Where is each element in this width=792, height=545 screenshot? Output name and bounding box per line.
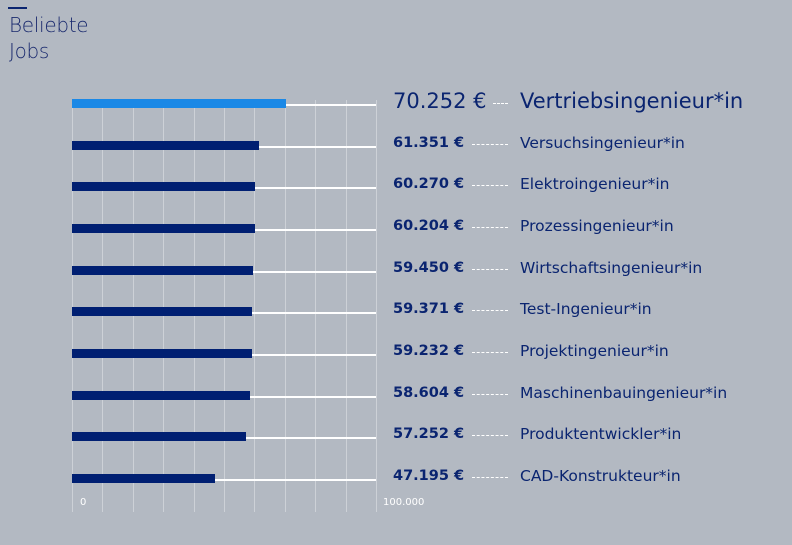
gridline xyxy=(345,100,347,512)
gridline xyxy=(254,100,256,512)
bar xyxy=(72,99,286,108)
tick-label-max: 100.000 xyxy=(383,497,425,508)
bar xyxy=(72,390,251,400)
category-label: Wirtschaftsingenieur*in xyxy=(520,258,703,277)
bar xyxy=(72,223,256,233)
gridline xyxy=(224,100,225,512)
gridline xyxy=(315,100,317,512)
category-label: Maschinenbauingenieur*in xyxy=(520,383,728,402)
value-label: 59.371 € xyxy=(393,301,465,318)
gridline xyxy=(284,100,286,512)
bar xyxy=(72,348,253,358)
gridline xyxy=(102,100,104,512)
title-line-2: Jobs xyxy=(9,39,50,63)
tick-label-min: 0 xyxy=(80,497,87,508)
category-label: CAD-Konstrukteur*in xyxy=(520,466,681,485)
gridline xyxy=(132,100,134,512)
value-label: 47.195 € xyxy=(393,467,465,484)
leader-dots xyxy=(472,268,508,270)
leader-dots xyxy=(472,143,508,145)
gridline xyxy=(163,100,165,512)
bar-track xyxy=(72,478,376,481)
leader-dots xyxy=(472,351,508,353)
value-label: 61.351 € xyxy=(393,134,465,151)
gridline xyxy=(193,100,195,512)
category-label: Produktentwickler*in xyxy=(520,425,682,444)
leader-dots xyxy=(472,393,508,395)
category-label: Prozessingenieur*in xyxy=(520,216,674,235)
title-line-1: Beliebte xyxy=(9,13,89,37)
bar xyxy=(72,140,259,150)
leader-dots xyxy=(472,435,508,437)
value-label: 59.232 € xyxy=(393,342,465,359)
value-label: 59.450 € xyxy=(393,259,465,276)
value-label: 57.252 € xyxy=(393,426,465,443)
category-label: Versuchsingenieur*in xyxy=(520,133,685,152)
category-label: Vertriebsingenieur*in xyxy=(520,89,744,113)
chart-title: Beliebte Jobs xyxy=(9,12,89,64)
bar xyxy=(72,307,253,317)
leader-dots xyxy=(472,226,508,228)
gridline xyxy=(72,100,73,512)
value-label: 60.270 € xyxy=(393,176,465,193)
leader-dots xyxy=(472,310,508,312)
value-label: 60.204 € xyxy=(393,217,465,234)
bar xyxy=(72,473,216,483)
category-label: Test-Ingenieur*in xyxy=(520,300,652,319)
leader-dots xyxy=(493,103,508,104)
bar xyxy=(72,432,247,442)
leader-dots xyxy=(472,476,508,478)
value-label: 70.252 € xyxy=(393,89,487,113)
bar xyxy=(72,182,256,192)
title-accent-line xyxy=(8,7,27,9)
category-label: Projektingenieur*in xyxy=(520,341,669,360)
category-label: Elektroingenieur*in xyxy=(520,175,670,194)
bar xyxy=(72,265,253,275)
value-label: 58.604 € xyxy=(393,384,465,401)
leader-dots xyxy=(472,185,508,187)
gridline xyxy=(376,100,377,512)
